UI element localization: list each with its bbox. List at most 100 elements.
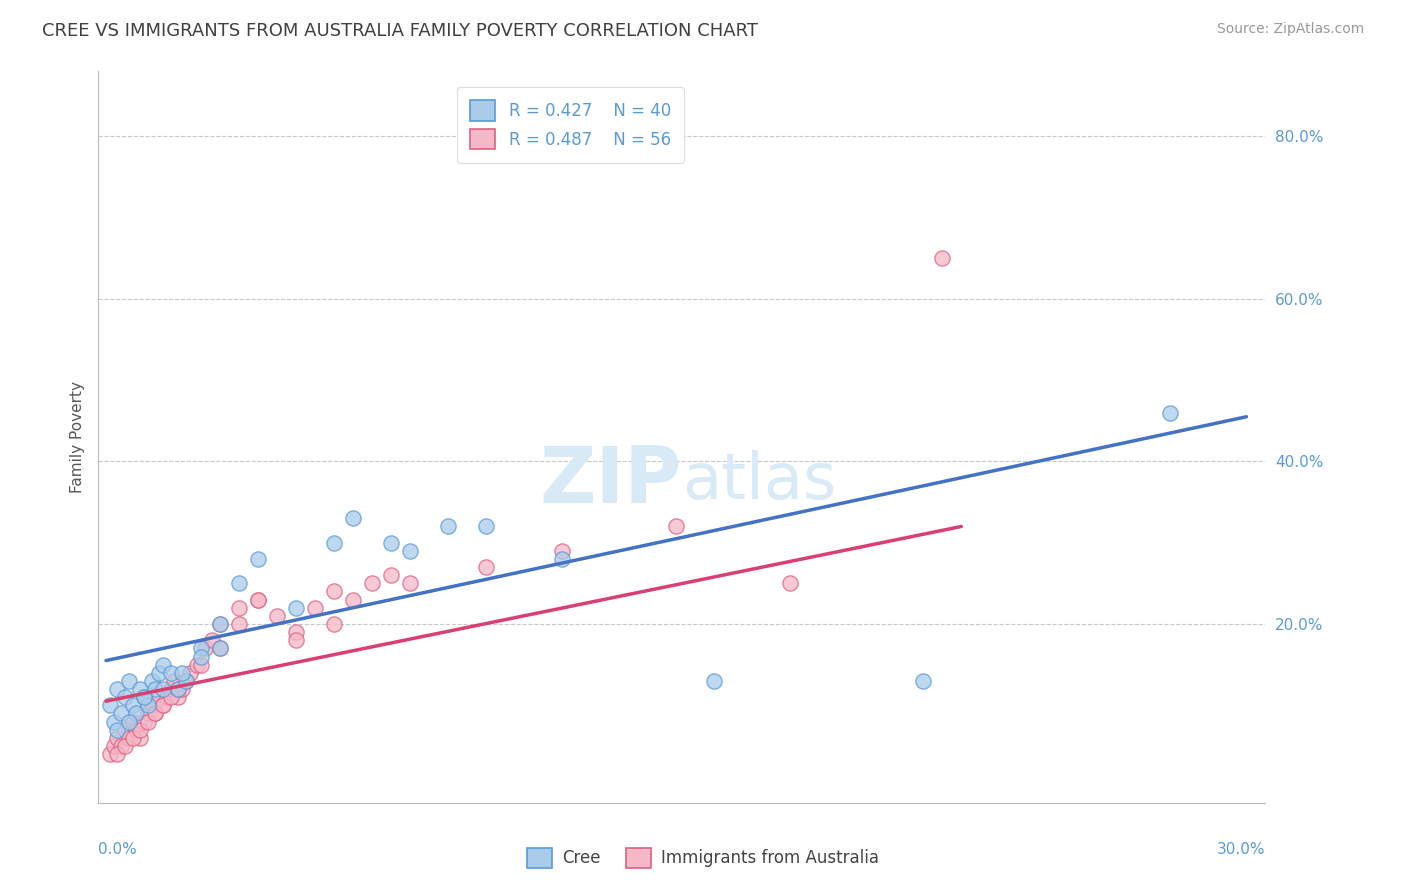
Text: 30.0%: 30.0% [1218, 842, 1265, 856]
Point [152, 698, 174, 713]
Text: Source: ZipAtlas.com: Source: ZipAtlas.com [1216, 22, 1364, 37]
Point [323, 584, 346, 599]
Point [148, 665, 170, 680]
Point [145, 706, 167, 721]
Point [665, 519, 688, 533]
Point [209, 641, 232, 656]
Point [107, 747, 129, 761]
Point [107, 723, 129, 737]
Point [129, 723, 152, 737]
Point [121, 698, 143, 713]
Point [145, 706, 167, 721]
Text: CREE VS IMMIGRANTS FROM AUSTRALIA FAMILY POVERTY CORRELATION CHART: CREE VS IMMIGRANTS FROM AUSTRALIA FAMILY… [42, 22, 758, 40]
Point [136, 714, 159, 729]
Point [121, 731, 143, 745]
Point [380, 568, 402, 582]
Point [152, 657, 174, 672]
Point [107, 681, 129, 696]
Point [399, 544, 422, 558]
Point [132, 690, 155, 705]
Point [141, 673, 163, 688]
Legend: Cree, Immigrants from Australia: Cree, Immigrants from Australia [520, 841, 886, 875]
Point [779, 576, 801, 591]
Point [170, 681, 193, 696]
Point [437, 519, 460, 533]
Point [141, 698, 163, 713]
Point [551, 544, 574, 558]
Text: ZIP: ZIP [540, 443, 682, 519]
Point [110, 706, 132, 721]
Point [190, 657, 212, 672]
Point [361, 576, 384, 591]
Point [98, 747, 121, 761]
Point [285, 633, 308, 648]
Point [167, 681, 190, 696]
Point [118, 714, 141, 729]
Point [475, 519, 498, 533]
Point [703, 673, 725, 688]
Text: 0.0%: 0.0% [98, 842, 138, 856]
Point [136, 706, 159, 721]
Point [98, 698, 121, 713]
Point [159, 665, 181, 680]
Point [380, 535, 402, 549]
Point [228, 576, 250, 591]
Point [125, 723, 148, 737]
Point [145, 681, 167, 696]
Point [170, 665, 193, 680]
Point [323, 535, 346, 549]
Point [247, 592, 270, 607]
Point [107, 731, 129, 745]
Point [114, 723, 136, 737]
Point [247, 592, 270, 607]
Point [342, 592, 364, 607]
Point [475, 560, 498, 574]
Point [551, 552, 574, 566]
Point [114, 690, 136, 705]
Point [912, 673, 935, 688]
Point [118, 673, 141, 688]
Point [125, 706, 148, 721]
Legend: R = 0.427    N = 40, R = 0.487    N = 56: R = 0.427 N = 40, R = 0.487 N = 56 [457, 87, 685, 162]
Point [247, 552, 270, 566]
Point [342, 511, 364, 525]
Point [285, 600, 308, 615]
Point [114, 739, 136, 753]
Point [132, 690, 155, 705]
Point [159, 681, 181, 696]
Y-axis label: Family Poverty: Family Poverty [69, 381, 84, 493]
Point [186, 657, 208, 672]
Point [152, 681, 174, 696]
Point [148, 690, 170, 705]
Point [163, 673, 186, 688]
Point [152, 698, 174, 713]
Point [285, 625, 308, 640]
Point [103, 739, 125, 753]
Point [228, 600, 250, 615]
Point [110, 739, 132, 753]
Point [156, 690, 179, 705]
Point [228, 617, 250, 632]
Point [304, 600, 326, 615]
Point [132, 714, 155, 729]
Point [167, 681, 190, 696]
Point [174, 673, 197, 688]
Point [118, 731, 141, 745]
Point [103, 714, 125, 729]
Point [323, 617, 346, 632]
Point [399, 576, 422, 591]
Point [1159, 406, 1181, 420]
Point [209, 641, 232, 656]
Point [190, 649, 212, 664]
Point [174, 673, 197, 688]
Point [179, 665, 201, 680]
Point [931, 252, 953, 266]
Point [209, 617, 232, 632]
Point [201, 633, 224, 648]
Point [209, 617, 232, 632]
Text: atlas: atlas [682, 450, 837, 512]
Point [167, 690, 190, 705]
Point [129, 731, 152, 745]
Point [121, 714, 143, 729]
Point [190, 641, 212, 656]
